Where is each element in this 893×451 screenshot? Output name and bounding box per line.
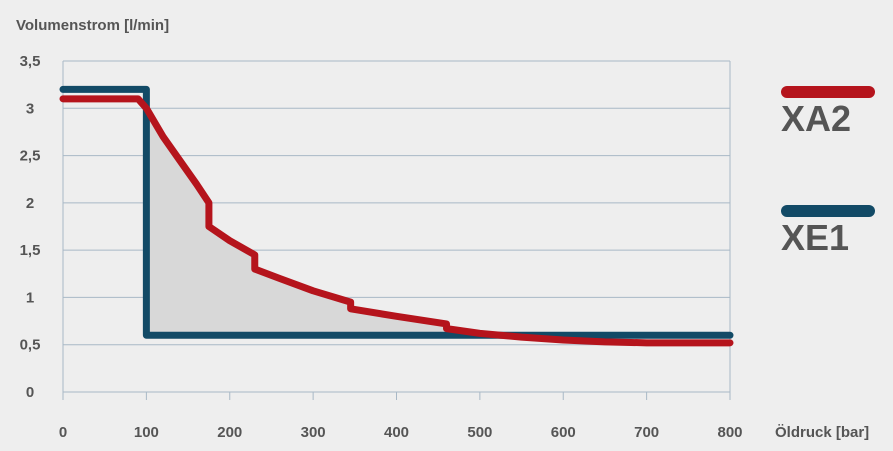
y-tick-label: 3,5 [20,53,41,70]
series-lines [59,85,734,347]
y-tick-label: 0 [26,384,34,401]
legend-label-xe1: XE1 [781,217,849,258]
x-tick-label: 200 [217,424,242,441]
shaded-region [146,108,464,336]
y-axis-title: Volumenstrom [l/min] [16,17,169,34]
legend: XA2 XE1 [781,86,875,258]
y-tick-label: 2 [26,195,34,212]
x-axis-title: Öldruck [bar] [775,424,869,441]
x-tick-label: 700 [634,424,659,441]
x-tick-label: 600 [551,424,576,441]
x-tick-label: 500 [467,424,492,441]
x-tick-label: 300 [301,424,326,441]
x-tick-label: 800 [717,424,742,441]
y-tick-label: 1 [26,289,34,306]
legend-label-xa2: XA2 [781,98,851,139]
series-line-xa2 [59,95,734,347]
series-line-xe1 [59,85,734,339]
tick-labels: 0 100 200 300 400 500 600 700 800 0 0,5 1 1,5 2 2,5 3 3,… [20,53,743,441]
y-tick-label: 1,5 [20,242,41,259]
x-tick-label: 400 [384,424,409,441]
y-tick-label: 3 [26,100,34,117]
y-tick-label: 0,5 [20,337,41,354]
y-tick-label: 2,5 [20,148,41,165]
x-tick-label: 0 [59,424,67,441]
x-tick-label: 100 [134,424,159,441]
